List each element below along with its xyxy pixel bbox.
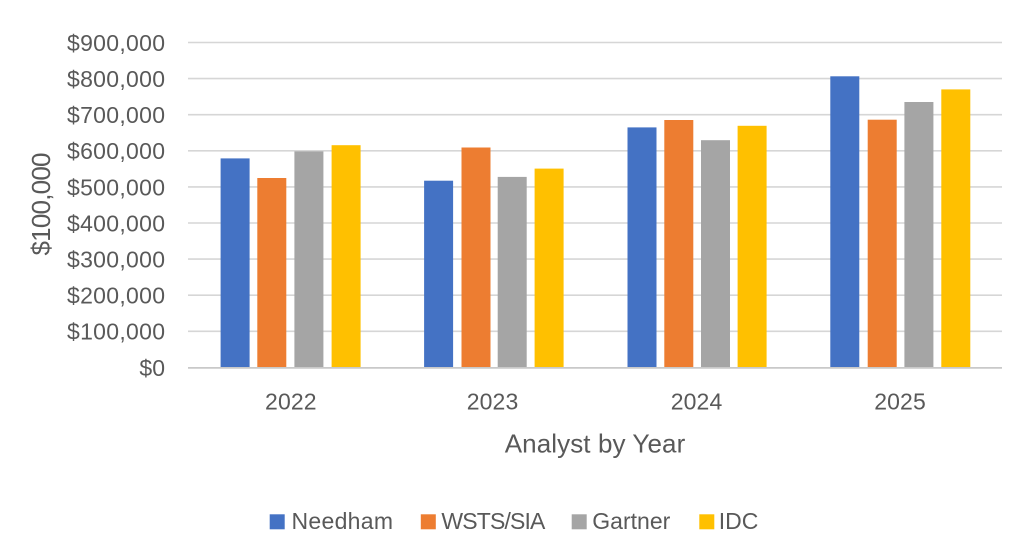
svg-text:$900,000: $900,000 bbox=[67, 30, 165, 56]
svg-text:WSTS/SIA: WSTS/SIA bbox=[441, 508, 546, 534]
svg-text:$800,000: $800,000 bbox=[67, 66, 165, 92]
svg-text:IDC: IDC bbox=[719, 508, 759, 534]
svg-text:$0: $0 bbox=[139, 355, 165, 381]
svg-text:Gartner: Gartner bbox=[592, 508, 670, 534]
svg-text:$500,000: $500,000 bbox=[67, 174, 165, 200]
svg-text:$300,000: $300,000 bbox=[67, 247, 165, 273]
svg-text:Needham: Needham bbox=[292, 508, 394, 534]
svg-text:2022: 2022 bbox=[265, 389, 317, 415]
svg-text:2023: 2023 bbox=[467, 389, 519, 415]
svg-text:$100,000: $100,000 bbox=[67, 319, 165, 345]
svg-text:Analyst by Year: Analyst by Year bbox=[505, 428, 686, 458]
svg-text:$700,000: $700,000 bbox=[67, 102, 165, 128]
svg-text:2024: 2024 bbox=[671, 389, 723, 415]
svg-text:$600,000: $600,000 bbox=[67, 138, 165, 164]
svg-text:$400,000: $400,000 bbox=[67, 210, 165, 236]
svg-text:$100,000: $100,000 bbox=[26, 153, 56, 256]
svg-text:2025: 2025 bbox=[874, 389, 926, 415]
svg-text:$200,000: $200,000 bbox=[67, 283, 165, 309]
